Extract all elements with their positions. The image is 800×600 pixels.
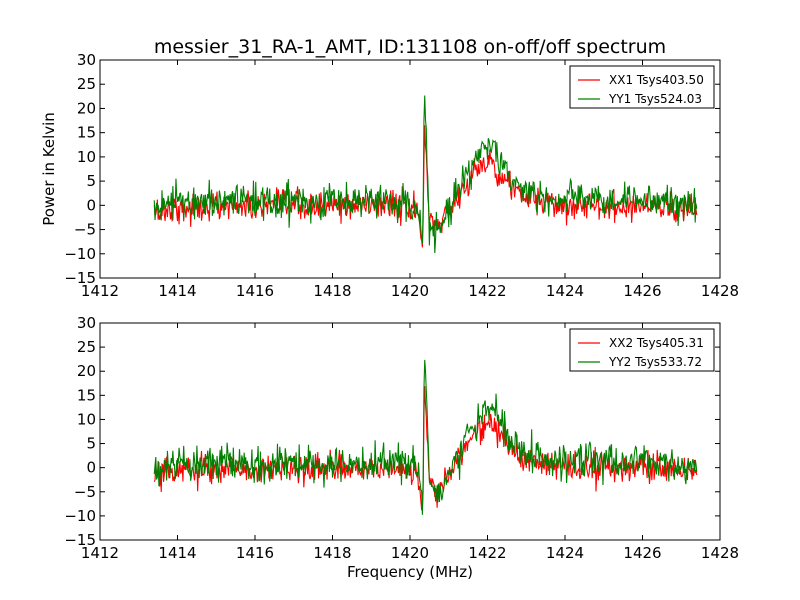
x-tick-label: 1416 — [236, 544, 274, 562]
x-tick-label: 1420 — [391, 282, 429, 300]
legend-entry: XX1 Tsys403.50 — [609, 73, 704, 87]
y-axis-label: Power in Kelvin — [40, 112, 58, 226]
legend-box — [569, 65, 715, 109]
series-line-yy — [153, 95, 698, 254]
y-tick-label: 10 — [77, 148, 96, 166]
x-tick-label: 1414 — [158, 544, 196, 562]
series-line-yy — [153, 359, 698, 515]
y-tick-label: 30 — [77, 51, 96, 69]
x-tick-label: 1426 — [623, 282, 661, 300]
y-tick-label: −15 — [64, 269, 96, 287]
y-tick-label: −5 — [74, 221, 96, 239]
x-tick-label: 1420 — [391, 544, 429, 562]
y-tick-label: 15 — [77, 124, 96, 142]
x-tick-label: 1422 — [468, 544, 506, 562]
y-tick-label: 25 — [77, 75, 96, 93]
y-tick-label: 15 — [77, 386, 96, 404]
x-tick-label: 1426 — [623, 544, 661, 562]
legend: XX2 Tsys405.31 YY2 Tsys533.72 — [569, 328, 715, 372]
x-tick-label: 1414 — [158, 282, 196, 300]
y-tick-label: −10 — [64, 245, 96, 263]
chart-title: messier_31_RA-1_AMT, ID:131108 on-off/of… — [154, 36, 666, 58]
legend-entry: XX2 Tsys405.31 — [609, 336, 704, 350]
x-tick-label: 1418 — [313, 282, 351, 300]
x-tick-label: 1412 — [81, 544, 119, 562]
x-tick-label: 1416 — [236, 282, 274, 300]
y-tick-label: 20 — [77, 362, 96, 380]
y-tick-label: 0 — [86, 459, 96, 477]
top-panel: 1412 1414 1416 1418 1420 1422 1424 1426 1428 −15 −… — [64, 51, 739, 300]
series-line-xx — [153, 125, 698, 248]
y-tick-label: 30 — [77, 314, 96, 332]
y-tick-label: 10 — [77, 410, 96, 428]
y-tick-label: 20 — [77, 99, 96, 117]
legend-entry: YY1 Tsys524.03 — [608, 92, 702, 106]
x-tick-label: 1428 — [701, 544, 739, 562]
legend-entry: YY2 Tsys533.72 — [608, 355, 702, 369]
x-tick-label: 1412 — [81, 282, 119, 300]
x-tick-label: 1424 — [546, 544, 584, 562]
series-line-xx — [153, 386, 698, 511]
y-tick-label: 25 — [77, 338, 96, 356]
y-tick-label: 0 — [86, 196, 96, 214]
x-tick-label: 1422 — [468, 282, 506, 300]
x-tick-label: 1418 — [313, 544, 351, 562]
y-tick-label: −5 — [74, 483, 96, 501]
y-tick-label: 5 — [86, 172, 96, 190]
legend: XX1 Tsys403.50 YY1 Tsys524.03 — [569, 65, 715, 109]
y-tick-label: −10 — [64, 507, 96, 525]
x-tick-label: 1424 — [546, 282, 584, 300]
y-tick-label: 5 — [86, 435, 96, 453]
y-tick-label: −15 — [64, 531, 96, 549]
x-axis-label: Frequency (MHz) — [347, 563, 473, 581]
legend-box — [569, 328, 715, 372]
bottom-panel: 1412 1414 1416 1418 1420 1422 1424 1426 1428 −15 −… — [64, 314, 739, 562]
x-tick-label: 1428 — [701, 282, 739, 300]
